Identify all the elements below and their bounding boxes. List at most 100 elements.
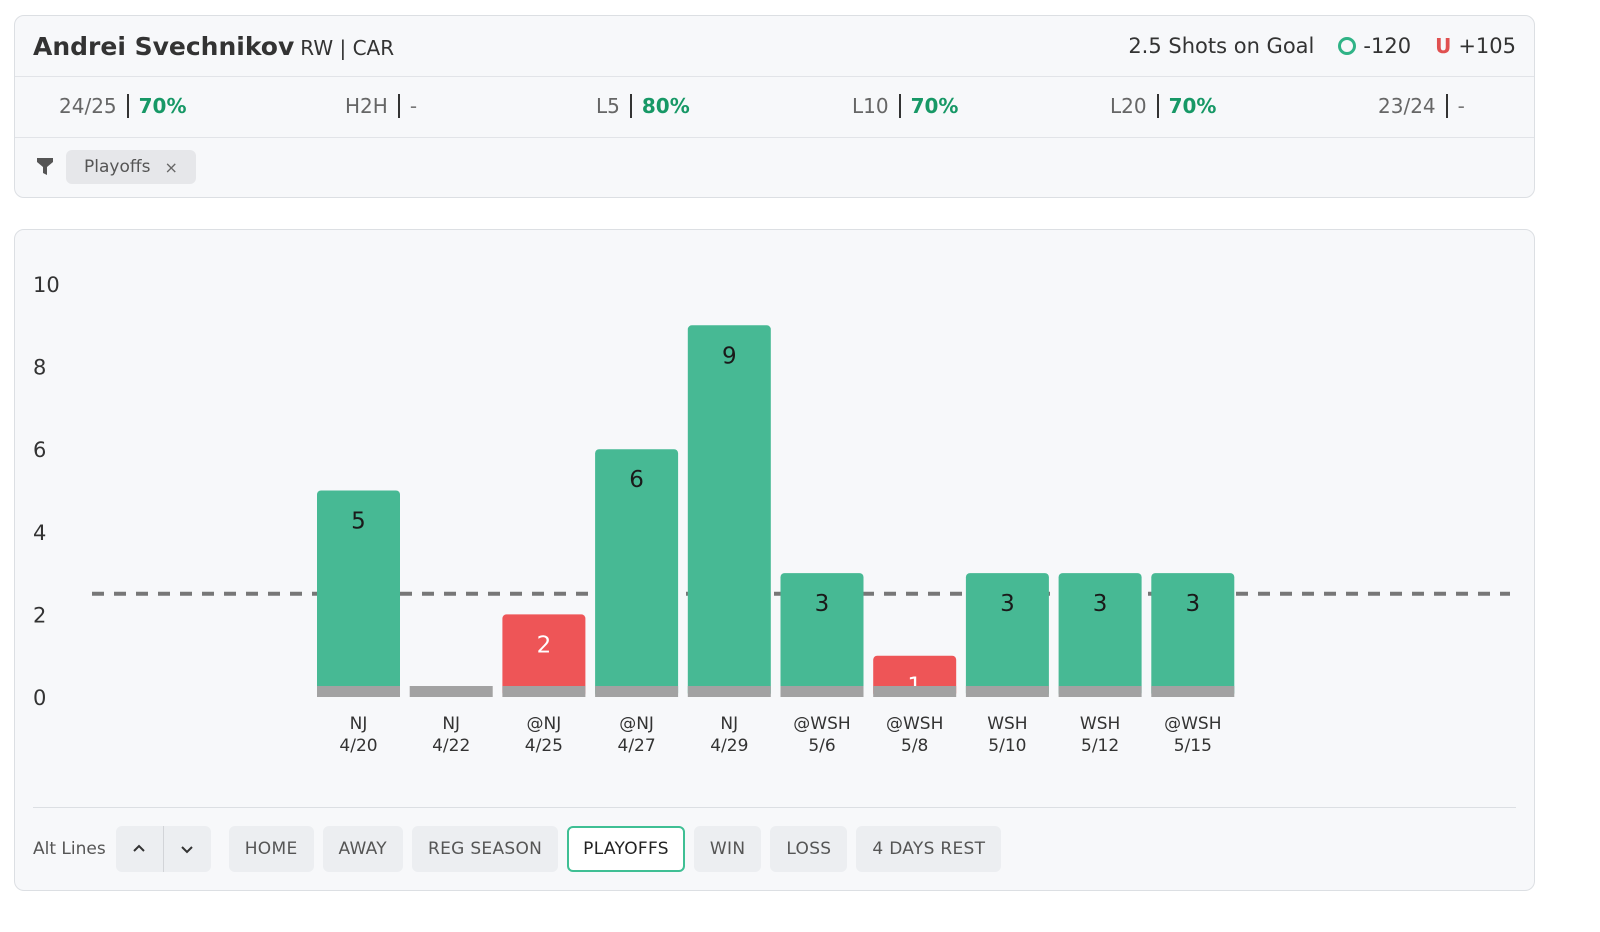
- filter-funnel-icon[interactable]: [37, 158, 53, 176]
- bar-value-label: 2: [537, 632, 552, 658]
- stat-season: 24/25 70%: [59, 94, 187, 118]
- stat-value: 80%: [641, 94, 690, 118]
- bar-game-8[interactable]: [965, 573, 1049, 697]
- stat-label: L5: [596, 94, 632, 118]
- stat-l5: L5 80%: [596, 94, 690, 118]
- x-tick-date: 4/22: [432, 736, 470, 756]
- x-tick-opponent: WSH: [1080, 714, 1120, 734]
- alt-lines-stepper: [115, 826, 211, 872]
- bar-base: [780, 686, 864, 697]
- game-log-chart-card: 0 2 4 6 8 10 5 NJ 4/20 NJ 4/22 2 @NJ 4/25 6 @NJ 4/27 9 NJ 4…: [14, 229, 1535, 891]
- bar-base: [873, 686, 957, 697]
- player-position-team: RW | CAR: [300, 36, 395, 60]
- stat-label: H2H: [345, 94, 400, 118]
- stat-value: 70%: [138, 94, 187, 118]
- stat-value: 70%: [1168, 94, 1217, 118]
- shots-bar-chart: 02468105NJ4/20NJ4/222@NJ4/256@NJ4/279NJ4…: [33, 273, 1510, 756]
- bar-base: [317, 686, 400, 697]
- filter-pill-playoffs[interactable]: PLAYOFFS: [567, 826, 685, 872]
- active-filters-row: Playoffs ×: [15, 138, 1534, 198]
- stat-value: -: [1457, 94, 1465, 118]
- bar-value-label: 5: [351, 509, 366, 535]
- filter-chip-label: Playoffs: [84, 157, 151, 177]
- stat-label: L20: [1110, 94, 1159, 118]
- filter-pill-loss[interactable]: LOSS: [770, 826, 848, 872]
- stat-l20: L20 70%: [1110, 94, 1216, 118]
- under-odds: +105: [1458, 34, 1516, 58]
- y-tick-label: 10: [33, 273, 60, 297]
- stat-value: -: [409, 94, 418, 118]
- filter-pill-win[interactable]: WIN: [693, 826, 762, 872]
- bar-game-3[interactable]: [502, 614, 586, 697]
- bar-base: [409, 686, 493, 697]
- player-title: Andrei Svechnikov RW | CAR: [33, 32, 394, 61]
- bar-game-1[interactable]: [317, 490, 400, 698]
- x-tick-date: 4/27: [618, 736, 656, 756]
- bar-base: [687, 686, 771, 697]
- x-tick-date: 5/12: [1081, 736, 1119, 756]
- x-tick-opponent: @NJ: [619, 714, 654, 734]
- chevron-up-icon: [133, 844, 145, 852]
- alt-line-up-button[interactable]: [116, 826, 163, 872]
- bar-value-label: 9: [722, 343, 737, 369]
- player-header-card: Andrei Svechnikov RW | CAR 2.5 Shots on G…: [14, 15, 1535, 198]
- chevron-down-icon: [181, 846, 193, 854]
- y-tick-label: 8: [33, 356, 46, 380]
- player-name: Andrei Svechnikov: [33, 32, 295, 61]
- bar-value-label: 3: [1093, 591, 1108, 617]
- bar-game-4[interactable]: [595, 449, 679, 697]
- x-tick-opponent: @WSH: [793, 714, 850, 734]
- close-icon[interactable]: ×: [164, 157, 178, 177]
- bar-base: [502, 686, 586, 697]
- bar-game-9[interactable]: [1058, 573, 1142, 697]
- prop-line: 2.5 Shots on Goal: [1128, 34, 1315, 58]
- over-icon: [1338, 37, 1357, 55]
- x-tick-date: 5/15: [1174, 736, 1212, 756]
- filter-pill-away[interactable]: AWAY: [322, 826, 403, 872]
- y-tick-label: 4: [33, 521, 46, 545]
- x-tick-opponent: @WSH: [1164, 714, 1221, 734]
- chart-controls: Alt Lines HOME AWAY REG SEASON PLAYOFFS WIN L…: [33, 826, 1010, 872]
- bar-game-6[interactable]: [780, 573, 864, 697]
- bar-game-10[interactable]: [1151, 573, 1235, 697]
- stat-prev-season: 23/24 -: [1378, 94, 1465, 118]
- under-icon: U: [1435, 34, 1452, 58]
- bar-base: [1058, 686, 1142, 697]
- x-tick-date: 5/10: [988, 736, 1026, 756]
- bar-base: [1151, 686, 1235, 697]
- x-tick-opponent: NJ: [720, 714, 738, 734]
- prop-info: 2.5 Shots on Goal -120 U +105: [1128, 34, 1516, 58]
- over-odds: -120: [1363, 34, 1412, 58]
- x-tick-opponent: @NJ: [527, 714, 562, 734]
- y-tick-label: 0: [33, 686, 46, 710]
- header-row: Andrei Svechnikov RW | CAR 2.5 Shots on G…: [15, 16, 1534, 77]
- x-tick-date: 5/8: [901, 736, 928, 756]
- filter-pill-reg-season[interactable]: REG SEASON: [411, 826, 559, 872]
- bar-value-label: 6: [629, 467, 644, 493]
- x-tick-date: 5/6: [808, 736, 835, 756]
- divider: [33, 807, 1516, 808]
- filter-pill-home[interactable]: HOME: [228, 826, 314, 872]
- alt-line-down-button[interactable]: [162, 826, 211, 872]
- bar-value-label: 3: [815, 591, 830, 617]
- hit-rate-row: 24/25 70% H2H - L5 80% L10 70% L20 70% 2…: [15, 77, 1534, 138]
- y-tick-label: 6: [33, 438, 46, 462]
- x-tick-date: 4/20: [339, 736, 377, 756]
- x-tick-opponent: WSH: [987, 714, 1027, 734]
- stat-label: 23/24: [1378, 94, 1448, 118]
- bar-base: [595, 686, 679, 697]
- x-tick-opponent: @WSH: [886, 714, 943, 734]
- alt-lines-label: Alt Lines: [33, 839, 106, 859]
- bar-game-5[interactable]: [687, 325, 771, 697]
- filter-chip-playoffs[interactable]: Playoffs ×: [66, 150, 196, 184]
- x-tick-opponent: NJ: [350, 714, 368, 734]
- stat-value: 70%: [910, 94, 959, 118]
- stat-l10: L10 70%: [852, 94, 958, 118]
- bar-value-label: 3: [1185, 591, 1200, 617]
- filter-pill-4-days-rest[interactable]: 4 DAYS REST: [856, 826, 1002, 872]
- x-tick-date: 4/29: [710, 736, 748, 756]
- x-tick-date: 4/25: [525, 736, 563, 756]
- stat-h2h: H2H -: [345, 94, 417, 118]
- filter-pills: HOME AWAY REG SEASON PLAYOFFS WIN LOSS 4 DAYS …: [228, 826, 1011, 872]
- stat-label: L10: [852, 94, 901, 118]
